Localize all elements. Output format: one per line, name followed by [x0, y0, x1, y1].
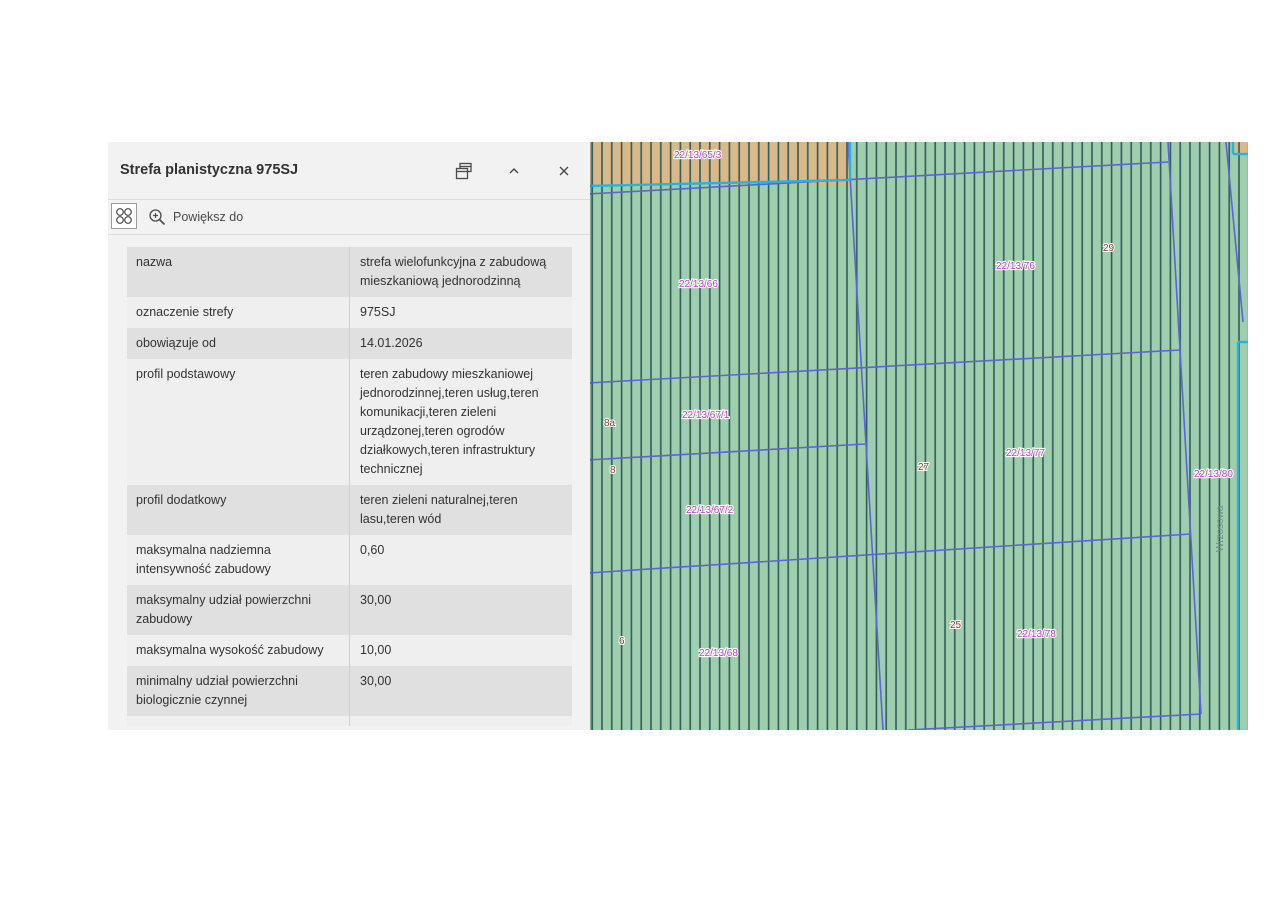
dock-button[interactable]	[451, 158, 477, 184]
four-circles-icon	[116, 208, 132, 224]
close-icon	[559, 166, 569, 176]
parcel-boundary-line	[907, 713, 1202, 730]
close-button[interactable]	[551, 158, 577, 184]
zoom-in-icon	[149, 209, 166, 226]
parcel-label[interactable]: 22/13/66	[678, 278, 720, 291]
attribute-row: maksymalna wysokość zabudowy 10,00	[127, 635, 572, 666]
panel-header: Strefa planistyczna 975SJ	[108, 142, 590, 200]
parcel-boundary-line	[1167, 142, 1202, 715]
attribute-row: maksymalna nadziemna intensywność zabudo…	[127, 535, 572, 585]
parcel-label[interactable]: 22/13/68	[698, 647, 740, 660]
attribute-key: maksymalna wysokość zabudowy	[127, 635, 350, 666]
attribute-key: nazwa	[127, 247, 350, 297]
attribute-row: minimalny udział powierzchni biologiczni…	[127, 666, 572, 716]
address-number: 25	[950, 620, 962, 631]
map-frame: 22/13/65/3 22/13/66 22/13/76 22/13/67/1 …	[108, 142, 1248, 730]
parcel-boundaries	[587, 142, 1244, 730]
attribute-key: oznaczenie strefy	[127, 297, 350, 328]
address-number: 8	[610, 465, 616, 476]
zoom-to-button[interactable]: Powiększ do	[148, 206, 243, 228]
parcel-label[interactable]: 22/13/65/3	[673, 149, 723, 162]
dock-icon	[455, 162, 472, 180]
street-label: Wrzosowa	[1215, 505, 1226, 552]
attribute-value: 975SJ	[349, 297, 572, 328]
attribute-value: 14.01.2026	[349, 328, 572, 359]
zoom-to-label: Powiększ do	[173, 210, 244, 224]
zone-boundaries	[587, 142, 1248, 730]
attribute-value: teren zieleni naturalnej,teren lasu,tere…	[349, 485, 572, 535]
attribute-value: 0,60	[349, 535, 572, 585]
attribute-key: minimalny udział powierzchni biologiczni…	[127, 666, 350, 716]
parcel-label[interactable]: 22/13/67/1	[681, 409, 731, 422]
parcel-label[interactable]: 22/13/77	[1005, 447, 1047, 460]
feature-popup-panel: Strefa planistyczna 975SJ	[108, 142, 590, 730]
attribute-value: 10,00	[349, 635, 572, 666]
parcel-boundary-line	[587, 349, 1181, 384]
address-number: 27	[918, 462, 930, 473]
parcel-boundary-line	[587, 533, 1192, 574]
attribute-value: 30,00	[349, 666, 572, 716]
attribute-table: nazwa strefa wielofunkcyjna z zabudową mi…	[127, 247, 572, 726]
parcel-boundary-line	[1225, 142, 1244, 323]
map-view[interactable]: 22/13/65/3 22/13/66 22/13/76 22/13/67/1 …	[108, 142, 1248, 730]
attribute-key	[127, 716, 350, 726]
options-button[interactable]	[111, 203, 137, 229]
parcel-boundary-line	[587, 161, 1169, 195]
parcel-label[interactable]: 22/13/78	[1016, 628, 1058, 641]
parcel-boundary-line	[847, 142, 884, 730]
panel-toolbar: Powiększ do	[108, 200, 590, 235]
map-labels: 22/13/65/3 22/13/66 22/13/76 22/13/67/1 …	[603, 149, 1235, 660]
zone-hatch	[588, 142, 1248, 730]
parcel-label[interactable]: 22/13/67/2	[685, 504, 735, 517]
attribute-key: profil dodatkowy	[127, 485, 350, 535]
parcel-label[interactable]: 22/13/76	[995, 260, 1037, 273]
address-number: 8a	[604, 418, 616, 429]
attribute-row: obowiązuje od 14.01.2026	[127, 328, 572, 359]
address-number: 6	[619, 636, 625, 647]
attribute-row-partial	[127, 716, 572, 726]
attribute-row: nazwa strefa wielofunkcyjna z zabudową mi…	[127, 247, 572, 297]
attribute-value: teren zabudowy mieszkaniowej jednorodzin…	[349, 359, 572, 485]
zone-boundary-line	[587, 178, 851, 188]
panel-title: Strefa planistyczna 975SJ	[120, 162, 299, 178]
chevron-up-icon	[509, 168, 519, 174]
attribute-value: strefa wielofunkcyjna z zabudową mieszka…	[349, 247, 572, 297]
address-number: 29	[1103, 243, 1115, 254]
attribute-row: profil podstawowy teren zabudowy mieszkan…	[127, 359, 572, 485]
attribute-row: maksymalny udział powierzchni zabudowy 30…	[127, 585, 572, 635]
map-canvas[interactable]: 22/13/65/3 22/13/66 22/13/76 22/13/67/1 …	[108, 142, 1248, 730]
attribute-key: profil podstawowy	[127, 359, 350, 485]
attribute-value: 30,00	[349, 585, 572, 635]
collapse-button[interactable]	[501, 158, 527, 184]
attribute-key: maksymalna nadziemna intensywność zabudo…	[127, 535, 350, 585]
attribute-key: maksymalny udział powierzchni zabudowy	[127, 585, 350, 635]
parcel-boundary-line	[587, 443, 866, 461]
attribute-row: oznaczenie strefy 975SJ	[127, 297, 572, 328]
attribute-table-wrapper: nazwa strefa wielofunkcyjna z zabudową mi…	[127, 247, 572, 726]
attribute-value	[349, 716, 572, 726]
attribute-row: profil dodatkowy teren zieleni naturalnej…	[127, 485, 572, 535]
parcel-label[interactable]: 22/13/80	[1193, 468, 1235, 481]
attribute-key: obowiązuje od	[127, 328, 350, 359]
